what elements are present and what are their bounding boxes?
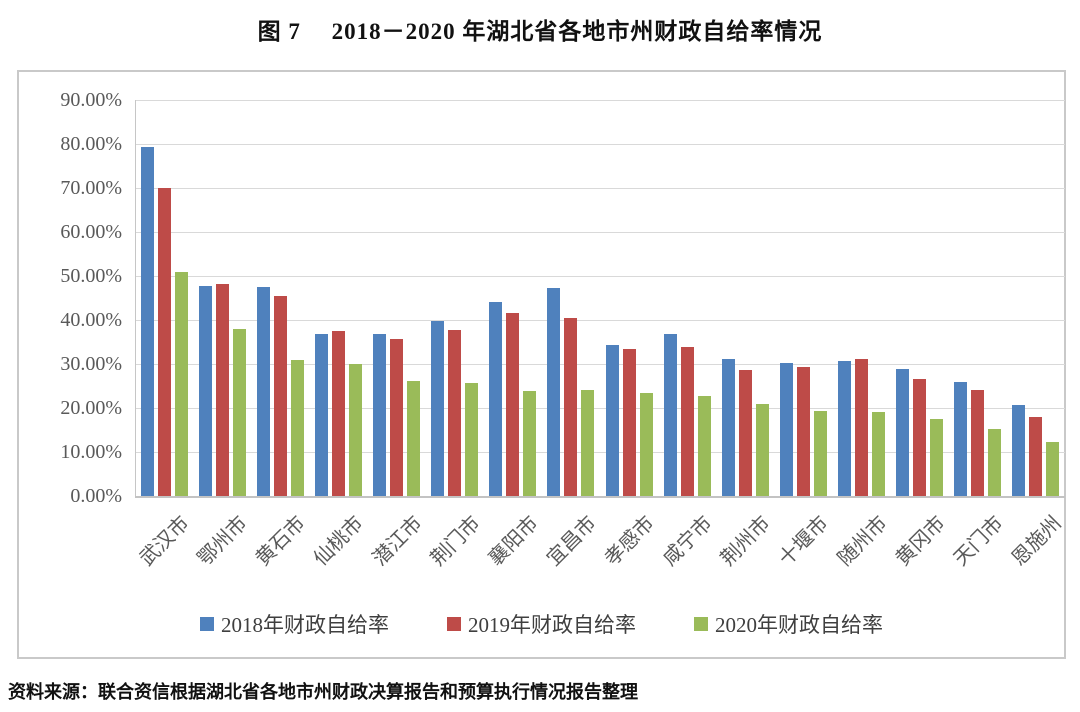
legend-swatch-icon bbox=[447, 617, 461, 631]
bar-2019年财政自给率-黄石市 bbox=[273, 295, 287, 496]
y-axis-line bbox=[135, 100, 136, 496]
x-tick-label: 鄂州市 bbox=[194, 512, 252, 571]
y-tick-label: 70.00% bbox=[60, 177, 122, 199]
x-tick-label: 荆州市 bbox=[717, 512, 776, 571]
x-tick-label: 仙桃市 bbox=[310, 512, 369, 571]
bar-2020年财政自给率-孝感市 bbox=[639, 392, 653, 496]
bar-2020年财政自给率-恩施州 bbox=[1046, 441, 1060, 496]
bar-2020年财政自给率-襄阳市 bbox=[523, 390, 537, 496]
bar-2019年财政自给率-潜江市 bbox=[390, 338, 404, 496]
gridline bbox=[135, 364, 1065, 365]
bar-2019年财政自给率-十堰市 bbox=[796, 366, 810, 496]
bar-2020年财政自给率-武汉市 bbox=[174, 271, 188, 496]
y-tick-label: 0.00% bbox=[70, 485, 122, 507]
bar-2018年财政自给率-恩施州 bbox=[1012, 405, 1026, 496]
bar-2019年财政自给率-仙桃市 bbox=[331, 331, 345, 496]
legend-swatch-icon bbox=[694, 617, 708, 631]
bar-2019年财政自给率-荆门市 bbox=[448, 330, 462, 496]
bar-2020年财政自给率-天门市 bbox=[988, 429, 1002, 496]
legend-label: 2019年财政自给率 bbox=[468, 613, 636, 637]
y-tick-label: 50.00% bbox=[60, 265, 122, 287]
bar-2020年财政自给率-潜江市 bbox=[407, 381, 421, 496]
y-tick-label: 60.00% bbox=[60, 221, 122, 243]
bar-2019年财政自给率-襄阳市 bbox=[506, 313, 520, 496]
bar-2020年财政自给率-十堰市 bbox=[813, 411, 827, 496]
chart-legend: 2018年财政自给率 2019年财政自给率 2020年财政自给率 bbox=[19, 609, 1064, 639]
bar-2019年财政自给率-武汉市 bbox=[157, 188, 171, 496]
source-note: 资料来源：联合资信根据湖北省各地市州财政决算报告和预算执行情况报告整理 bbox=[8, 682, 638, 702]
bar-2018年财政自给率-黄冈市 bbox=[896, 368, 910, 496]
x-tick-label: 天门市 bbox=[949, 512, 1008, 571]
y-tick-label: 40.00% bbox=[60, 309, 122, 331]
bar-2019年财政自给率-荆州市 bbox=[738, 370, 752, 496]
bar-2019年财政自给率-鄂州市 bbox=[215, 283, 229, 496]
x-tick-label: 黄石市 bbox=[252, 512, 311, 571]
bar-2020年财政自给率-荆州市 bbox=[755, 403, 769, 496]
bar-2019年财政自给率-恩施州 bbox=[1029, 416, 1043, 496]
legend-swatch-icon bbox=[200, 617, 214, 631]
gridline bbox=[135, 188, 1065, 189]
x-tick-label: 荆门市 bbox=[426, 512, 485, 571]
bar-2018年财政自给率-潜江市 bbox=[373, 333, 387, 496]
x-tick-label: 随州市 bbox=[833, 512, 892, 571]
x-tick-label: 咸宁市 bbox=[659, 512, 717, 571]
bar-2019年财政自给率-天门市 bbox=[971, 389, 985, 496]
bar-2020年财政自给率-咸宁市 bbox=[697, 395, 711, 496]
bar-2020年财政自给率-随州市 bbox=[872, 412, 886, 496]
bar-2018年财政自给率-襄阳市 bbox=[489, 301, 503, 496]
bar-2018年财政自给率-仙桃市 bbox=[314, 333, 328, 496]
gridline bbox=[135, 452, 1065, 453]
y-tick-label: 20.00% bbox=[60, 397, 122, 419]
bar-2020年财政自给率-荆门市 bbox=[465, 383, 479, 496]
legend-label: 2018年财政自给率 bbox=[221, 613, 389, 637]
x-tick-label: 武汉市 bbox=[135, 512, 194, 571]
gridline bbox=[135, 144, 1065, 145]
x-tick-label: 襄阳市 bbox=[484, 512, 543, 571]
gridline bbox=[135, 276, 1065, 277]
bar-2018年财政自给率-荆州市 bbox=[721, 359, 735, 496]
bar-2020年财政自给率-黄石市 bbox=[290, 360, 304, 496]
bar-2020年财政自给率-鄂州市 bbox=[232, 328, 246, 496]
x-tick-label: 黄冈市 bbox=[891, 512, 950, 571]
bar-2018年财政自给率-十堰市 bbox=[779, 362, 793, 496]
gridline bbox=[135, 320, 1065, 321]
x-tick-label: 恩施州 bbox=[1007, 512, 1066, 571]
bar-2019年财政自给率-咸宁市 bbox=[680, 346, 694, 496]
legend-label: 2020年财政自给率 bbox=[715, 613, 883, 637]
bar-2018年财政自给率-咸宁市 bbox=[663, 333, 677, 496]
bar-2020年财政自给率-宜昌市 bbox=[581, 390, 595, 496]
y-tick-label: 90.00% bbox=[60, 89, 122, 111]
bar-2018年财政自给率-天门市 bbox=[954, 381, 968, 496]
bar-2018年财政自给率-宜昌市 bbox=[547, 288, 561, 496]
y-tick-label: 30.00% bbox=[60, 353, 122, 375]
legend-item: 2020年财政自给率 bbox=[694, 609, 883, 639]
bar-2020年财政自给率-仙桃市 bbox=[348, 364, 362, 496]
bar-2018年财政自给率-孝感市 bbox=[605, 345, 619, 496]
x-tick-label: 十堰市 bbox=[775, 512, 834, 571]
bar-2018年财政自给率-武汉市 bbox=[140, 147, 154, 496]
chart-title: 图 7 2018－2020 年湖北省各地市州财政自给率情况 bbox=[257, 19, 823, 44]
legend-item: 2019年财政自给率 bbox=[447, 609, 636, 639]
bar-2019年财政自给率-孝感市 bbox=[622, 349, 636, 496]
x-tick-label: 宜昌市 bbox=[542, 512, 601, 571]
gridline bbox=[135, 100, 1065, 101]
bar-2018年财政自给率-随州市 bbox=[838, 360, 852, 496]
bar-2018年财政自给率-鄂州市 bbox=[198, 285, 212, 496]
y-tick-label: 80.00% bbox=[60, 133, 122, 155]
bar-2018年财政自给率-荆门市 bbox=[431, 321, 445, 496]
chart-area: 90.00% 80.00% 70.00% 60.00% 50.00% 40.00% 30.0… bbox=[17, 70, 1066, 659]
x-axis-line bbox=[135, 496, 1065, 498]
x-tick-label: 潜江市 bbox=[368, 512, 427, 571]
y-tick-label: 10.00% bbox=[60, 441, 122, 463]
gridline bbox=[135, 408, 1065, 409]
bar-2020年财政自给率-黄冈市 bbox=[930, 419, 944, 496]
bar-2019年财政自给率-随州市 bbox=[855, 359, 869, 496]
bar-2019年财政自给率-黄冈市 bbox=[913, 378, 927, 496]
bar-2018年财政自给率-黄石市 bbox=[256, 286, 270, 496]
x-tick-label: 孝感市 bbox=[600, 512, 659, 571]
bar-2019年财政自给率-宜昌市 bbox=[564, 317, 578, 496]
legend-item: 2018年财政自给率 bbox=[200, 609, 389, 639]
gridline bbox=[135, 232, 1065, 233]
